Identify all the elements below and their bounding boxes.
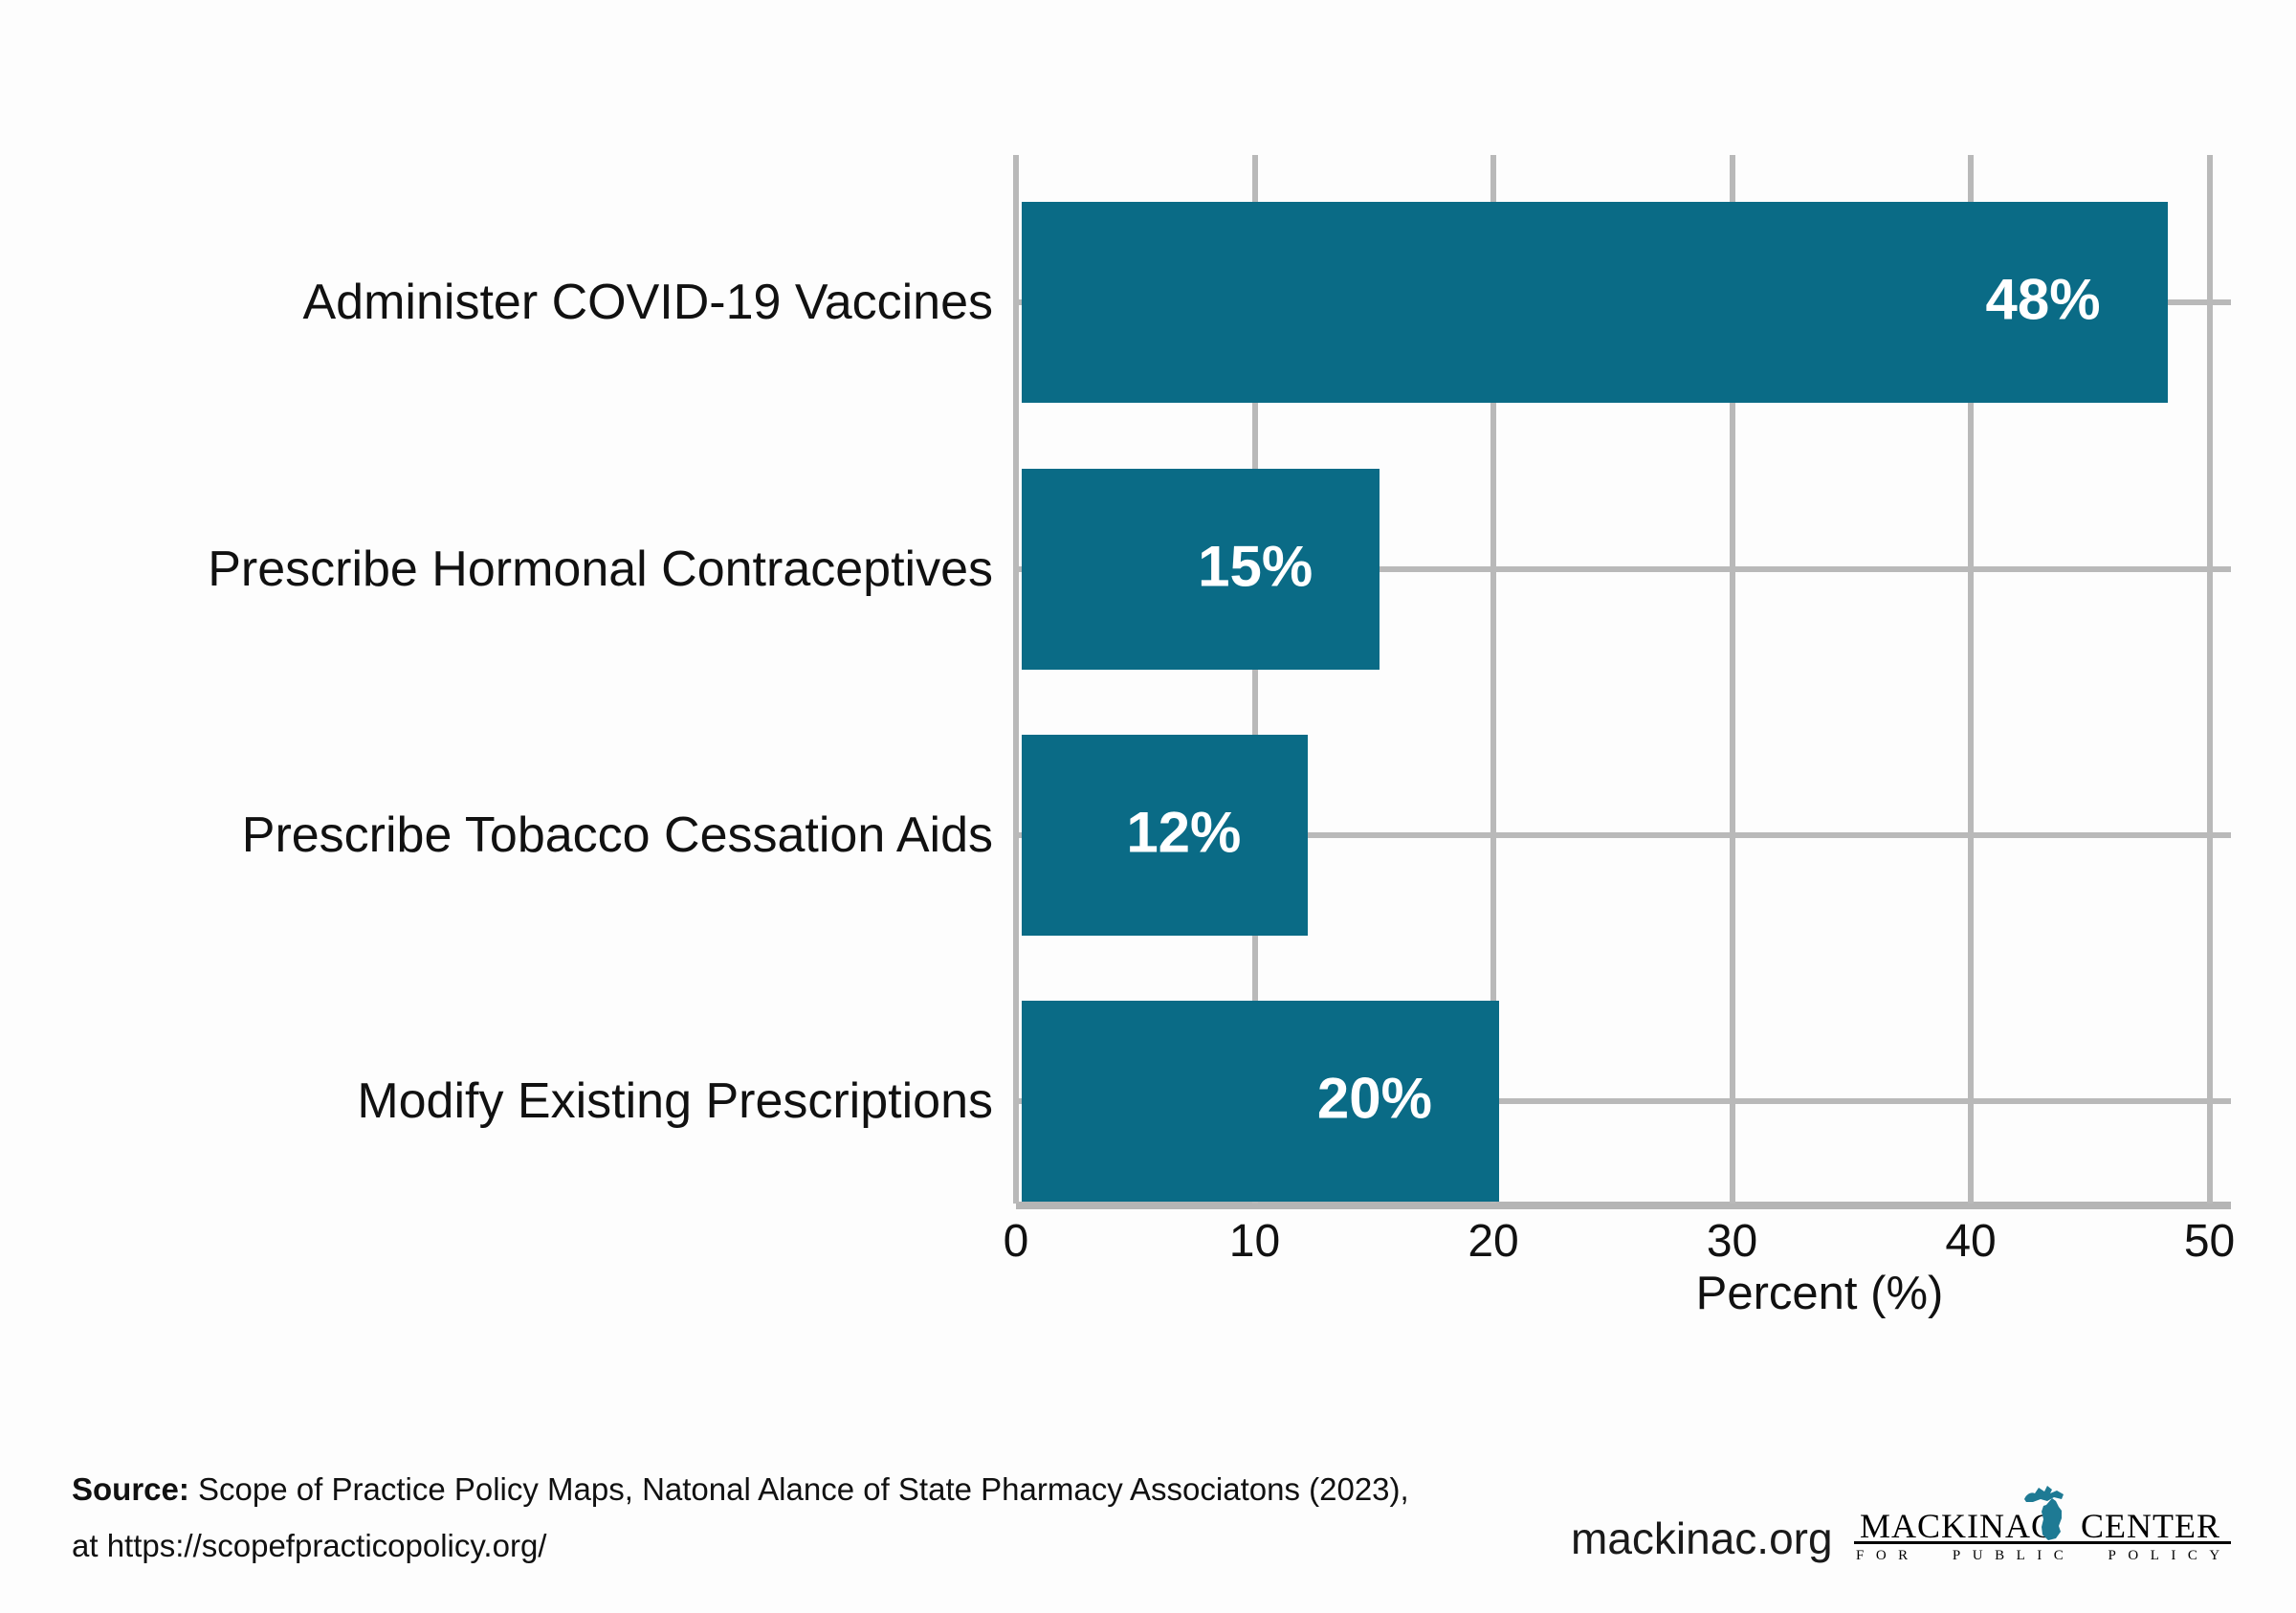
- category-label: Prescribe Tobacco Cessation Aids: [241, 806, 993, 863]
- category-label: Prescribe Hormonal Contraceptives: [208, 541, 993, 598]
- logo-word-mackinac: MACKINAC: [1860, 1507, 2056, 1545]
- logo-word-center: CENTER: [2081, 1507, 2220, 1545]
- source-line-2: at https://scopefpracticopolicy.org/: [72, 1528, 547, 1563]
- bar-value-label: 48%: [1985, 267, 2101, 332]
- bar: 12%: [1022, 734, 1309, 936]
- source-note: Source: Scope of Practice Policy Maps, N…: [72, 1461, 1409, 1574]
- source-label: Source:: [72, 1471, 189, 1507]
- bar-value-label: 12%: [1126, 800, 1242, 865]
- x-gridline: [1490, 155, 1497, 1204]
- plot-area: 48% 15% 12% 20%: [1013, 155, 2231, 1209]
- bar: 48%: [1022, 201, 2168, 403]
- category-labels-column: Administer COVID-19 Vaccines Prescribe Ho…: [0, 155, 993, 1204]
- x-gridline: [1251, 155, 1258, 1204]
- x-tick-label: 40: [1945, 1216, 1997, 1267]
- bar: 15%: [1022, 469, 1380, 671]
- x-tick-label: 50: [2183, 1216, 2236, 1267]
- y-gridline: [1016, 566, 2231, 573]
- bar: 20%: [1022, 1001, 1500, 1203]
- category-label: Modify Existing Prescriptions: [357, 1073, 993, 1130]
- source-line-1: Source: Scope of Practice Policy Maps, N…: [72, 1461, 1409, 1517]
- x-axis-title: Percent (%): [1695, 1268, 1944, 1319]
- x-gridline: [1968, 155, 1975, 1204]
- x-gridline: [1729, 155, 1735, 1204]
- mackinac-center-logo: MACKINAC CENTER FOR PUBLIC POLICY: [1854, 1471, 2233, 1577]
- x-gridline: [2206, 155, 2213, 1204]
- x-tick-label: 20: [1468, 1216, 1519, 1267]
- site-url: mackinac.org: [1571, 1514, 1833, 1563]
- x-axis-line: [1016, 1202, 2231, 1209]
- y-gridline: [1016, 1098, 2231, 1105]
- bar-value-label: 15%: [1198, 534, 1314, 599]
- category-label: Administer COVID-19 Vaccines: [302, 274, 994, 330]
- x-tick-label: 0: [1003, 1216, 1029, 1267]
- source-text: Scope of Practice Policy Maps, Natonal A…: [188, 1471, 1409, 1507]
- x-axis-tick-labels: 0 10 20 30 40 50: [1004, 1215, 2236, 1272]
- logo-divider: [1854, 1541, 2231, 1544]
- michigan-state-icon: [2024, 1486, 2064, 1540]
- x-tick-label: 10: [1228, 1216, 1281, 1267]
- x-tick-label: 30: [1706, 1216, 1758, 1267]
- x-gridline: [1013, 155, 1019, 1204]
- logo-tagline: FOR PUBLIC POLICY: [1856, 1548, 2232, 1563]
- bar-value-label: 20%: [1316, 1066, 1433, 1131]
- y-gridline: [1016, 831, 2231, 838]
